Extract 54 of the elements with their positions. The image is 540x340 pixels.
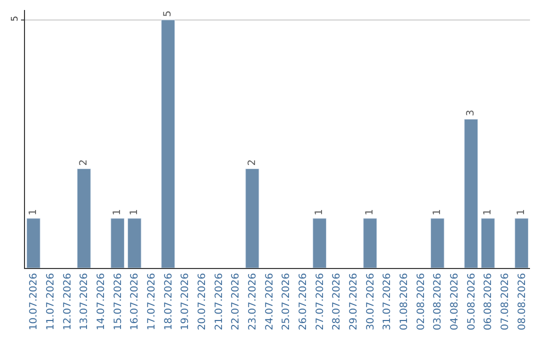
bar xyxy=(76,168,91,268)
x-tick-label: 29.07.2026 xyxy=(348,273,360,330)
data-label: 1 xyxy=(516,209,528,216)
bar xyxy=(26,218,40,268)
x-tick-label: 08.08.2026 xyxy=(516,273,528,330)
x-tick-label: 27.07.2026 xyxy=(314,273,326,330)
bar xyxy=(514,218,529,268)
x-tick-label: 05.08.2026 xyxy=(466,273,478,330)
x-tick-label: 14.07.2026 xyxy=(96,273,107,330)
bar xyxy=(110,218,125,268)
bar xyxy=(127,218,142,268)
data-label: 1 xyxy=(28,209,39,216)
x-tick-label: 22.07.2026 xyxy=(230,273,242,330)
data-label: 2 xyxy=(78,159,90,166)
x-tick-label: 18.07.2026 xyxy=(163,273,174,330)
data-label: 1 xyxy=(112,209,124,216)
bar xyxy=(480,218,495,268)
x-tick-label: 04.08.2026 xyxy=(450,273,460,330)
x-tick-label: 24.07.2026 xyxy=(264,273,276,330)
x-tick-label: 21.07.2026 xyxy=(214,273,225,330)
data-label: 2 xyxy=(246,159,258,166)
data-label: 1 xyxy=(432,209,443,216)
x-tick-label: 28.07.2026 xyxy=(332,273,343,330)
x-tick-label: 17.07.2026 xyxy=(146,273,158,330)
x-tick-label: 13.07.2026 xyxy=(79,273,90,330)
x-tick-label: 20.07.2026 xyxy=(197,273,208,330)
x-tick-label: 10.07.2026 xyxy=(28,273,40,330)
bar xyxy=(245,168,260,268)
x-tick-label: 06.08.2026 xyxy=(483,273,494,330)
bar xyxy=(312,218,327,268)
data-label: 3 xyxy=(466,110,477,116)
x-tick-label: 16.07.2026 xyxy=(130,273,141,330)
data-label: 5 xyxy=(162,10,174,17)
bar xyxy=(363,218,378,268)
bar xyxy=(464,118,478,268)
x-tick-label: 01.08.2026 xyxy=(399,273,410,330)
x-tick-label: 31.07.2026 xyxy=(382,273,394,330)
x-tick-label: 02.08.2026 xyxy=(416,273,427,330)
x-tick-label: 12.07.2026 xyxy=(62,273,74,330)
x-tick-label: 23.07.2026 xyxy=(248,273,258,330)
bar xyxy=(430,218,444,268)
data-label: 1 xyxy=(314,209,326,216)
x-tick-label: 26.07.2026 xyxy=(298,273,309,330)
x-tick-label: 15.07.2026 xyxy=(112,273,124,330)
x-tick-label: 19.07.2026 xyxy=(180,273,192,330)
x-tick-label: 30.07.2026 xyxy=(365,273,376,330)
bar xyxy=(161,20,176,268)
data-label: 1 xyxy=(364,209,376,216)
data-label: 1 xyxy=(482,209,494,216)
x-tick-label: 07.08.2026 xyxy=(500,273,511,330)
x-tick-label: 25.07.2026 xyxy=(281,273,292,330)
x-tick-label: 03.08.2026 xyxy=(432,273,444,330)
data-label: 1 xyxy=(128,209,140,216)
x-tick-label: 11.07.2026 xyxy=(46,273,56,330)
